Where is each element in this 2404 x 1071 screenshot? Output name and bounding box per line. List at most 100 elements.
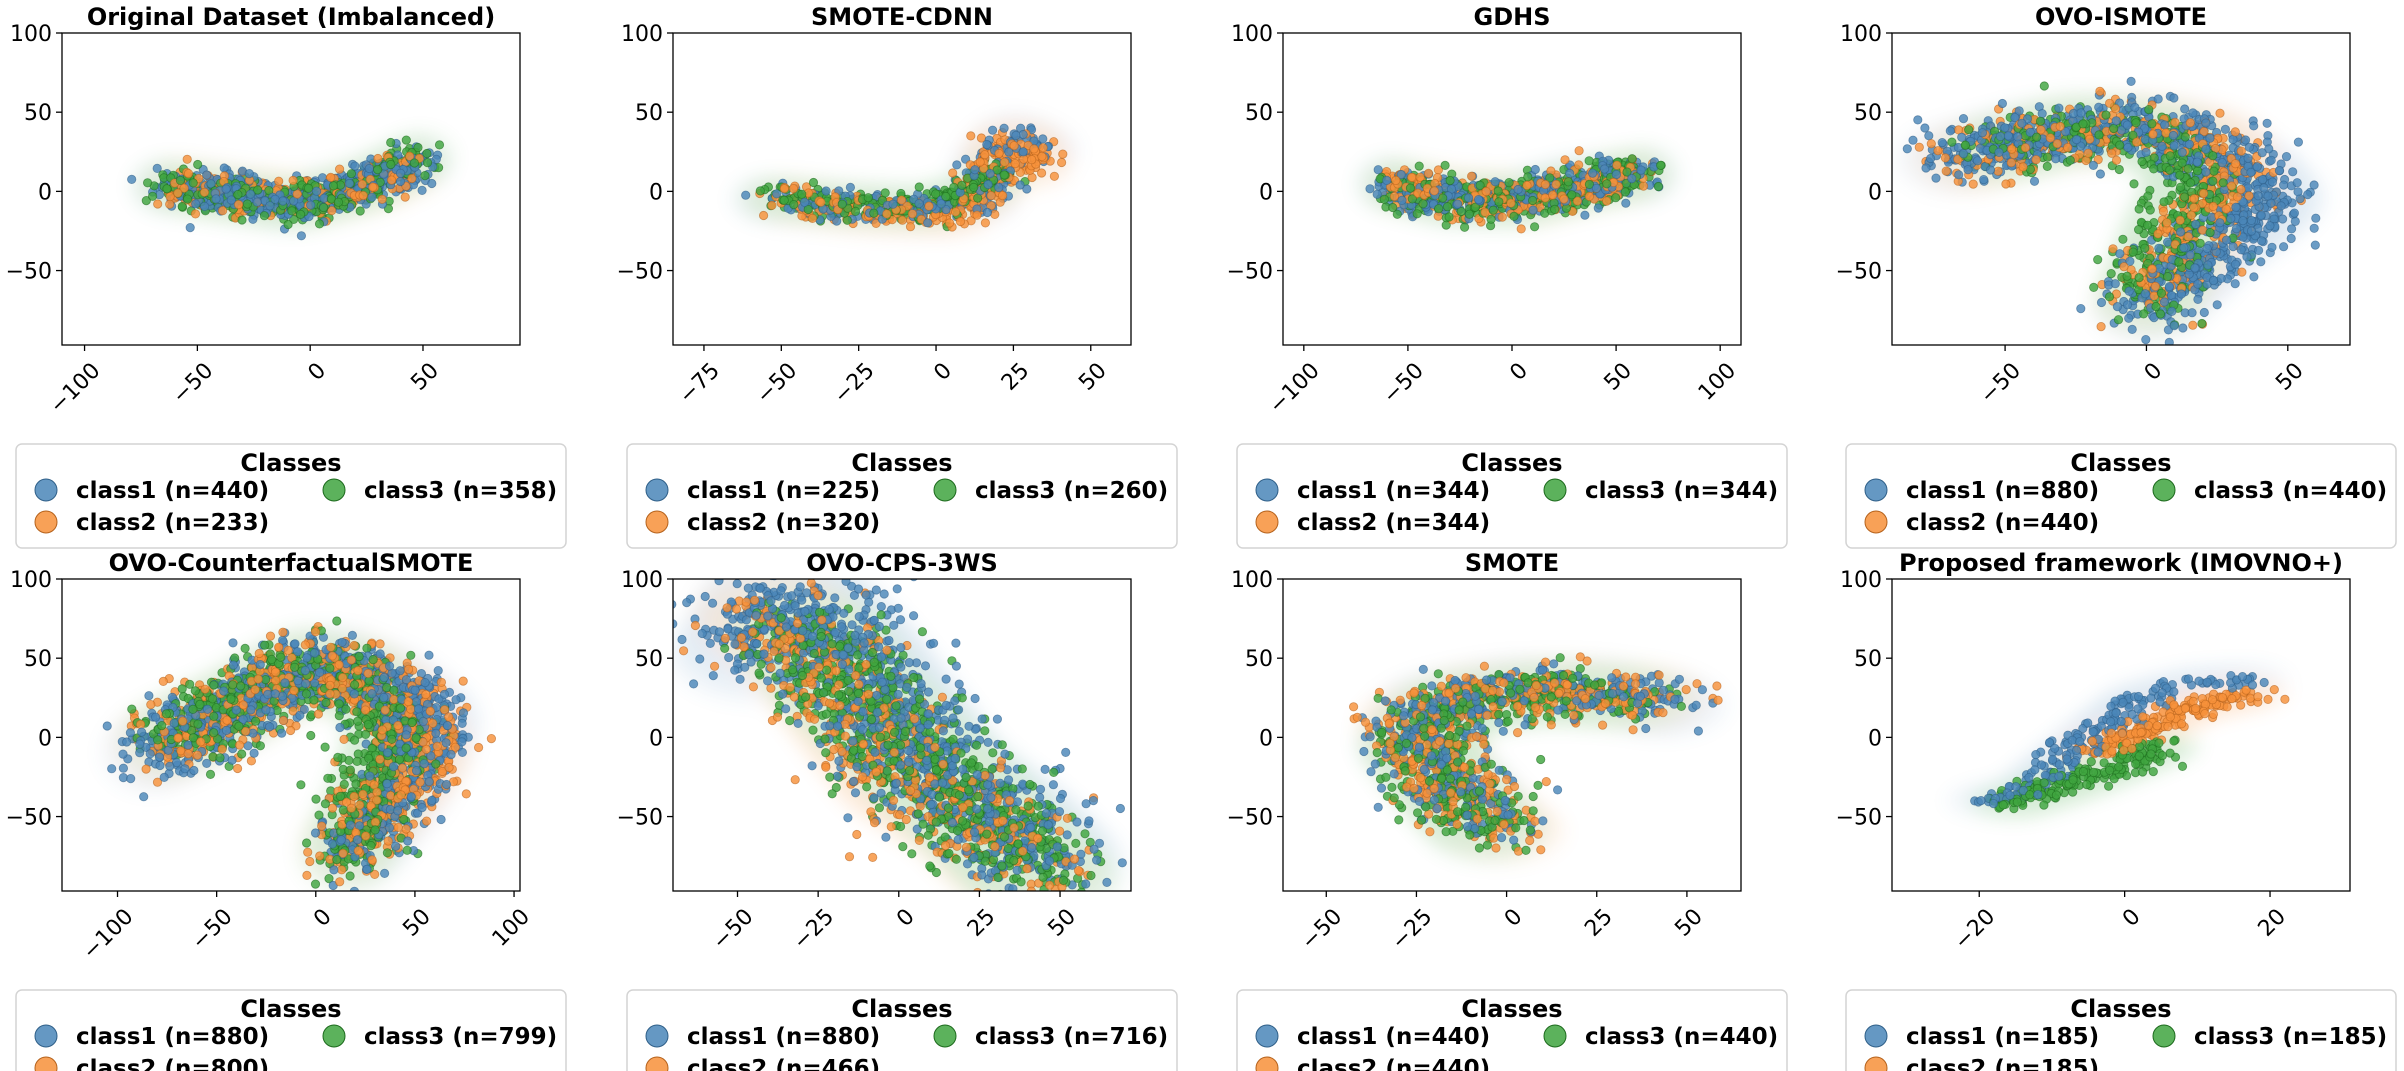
data-point-class2 xyxy=(288,175,298,185)
data-point-class3 xyxy=(789,200,799,210)
legend-entry-class2: class2 (n=320) xyxy=(687,510,880,536)
data-point-class2 xyxy=(1057,157,1067,168)
data-point-class2 xyxy=(905,222,916,232)
data-point-class3 xyxy=(1464,209,1475,219)
data-point-class2 xyxy=(779,184,790,194)
points xyxy=(127,135,445,241)
data-point-class2 xyxy=(944,218,955,228)
data-point-class1 xyxy=(2249,272,2259,282)
data-point-class1 xyxy=(2169,321,2179,331)
data-point-class2 xyxy=(386,175,397,185)
panel-title: OVO-ISMOTE xyxy=(2035,3,2207,31)
data-point-class1 xyxy=(306,200,316,210)
data-point-class2 xyxy=(1027,155,1037,165)
data-point-class1 xyxy=(311,186,322,196)
data-point-class3 xyxy=(1530,222,1540,232)
y-tick-label: 0 xyxy=(649,180,663,205)
panel-title: GDHS xyxy=(1474,3,1551,31)
data-point-class3 xyxy=(999,170,1009,180)
data-point-class2 xyxy=(334,164,345,174)
data-point-class1 xyxy=(1636,165,1646,175)
data-point-class3 xyxy=(2104,292,2115,302)
data-point-class3 xyxy=(141,196,151,206)
data-point-class3 xyxy=(779,195,789,205)
data-point-class3 xyxy=(1486,214,1496,224)
data-point-class1 xyxy=(2154,243,2164,253)
data-point-class3 xyxy=(193,159,203,170)
data-point-class1 xyxy=(2246,215,2256,225)
data-point-class1 xyxy=(1611,169,1622,180)
data-point-class2 xyxy=(2244,191,2254,201)
data-point-class3 xyxy=(2137,156,2147,167)
data-point-class1 xyxy=(772,189,782,199)
data-point-class1 xyxy=(395,176,405,187)
data-point-class1 xyxy=(2288,167,2298,177)
data-point-class1 xyxy=(941,205,951,215)
data-point-class2 xyxy=(948,168,958,178)
x-tick-label: −50 xyxy=(168,358,219,409)
data-point-class1 xyxy=(741,190,751,200)
data-point-class2 xyxy=(994,148,1004,159)
data-point-class2 xyxy=(165,192,175,202)
data-point-class2 xyxy=(407,173,417,184)
data-point-class3 xyxy=(434,140,445,150)
data-point-class1 xyxy=(1957,132,1967,142)
data-point-class1 xyxy=(1588,168,1598,178)
y-tick-label: 50 xyxy=(24,101,52,126)
data-point-class3 xyxy=(1475,180,1485,190)
data-point-class2 xyxy=(2111,155,2122,165)
data-point-class2 xyxy=(1638,181,1649,191)
data-point-class2 xyxy=(2096,321,2106,332)
data-point-class1 xyxy=(1011,130,1021,140)
legend-marker-class2 xyxy=(34,510,58,534)
y-tick-label: 100 xyxy=(1231,22,1273,47)
data-point-class1 xyxy=(417,185,427,195)
data-point-class2 xyxy=(368,182,378,192)
data-point-class1 xyxy=(1396,170,1406,180)
legend-box xyxy=(1236,443,1788,549)
x-tick-label: 0 xyxy=(1505,358,1533,386)
data-point-class1 xyxy=(2220,124,2230,134)
data-point-class2 xyxy=(975,157,985,167)
data-point-class3 xyxy=(957,180,967,190)
data-point-class1 xyxy=(2254,245,2264,255)
data-point-class2 xyxy=(807,213,818,223)
data-point-class1 xyxy=(278,196,288,206)
data-point-class3 xyxy=(1456,206,1466,217)
legend-entry-class1: class1 (n=440) xyxy=(76,478,269,504)
data-point-class3 xyxy=(2089,282,2099,292)
data-point-class3 xyxy=(242,199,252,209)
data-point-class3 xyxy=(931,189,941,199)
data-point-class3 xyxy=(2106,268,2116,279)
data-point-class2 xyxy=(2158,206,2169,216)
data-point-class1 xyxy=(799,197,810,207)
data-point-class3 xyxy=(1523,172,1533,182)
x-tick-label: 50 xyxy=(407,358,444,395)
data-point-class1 xyxy=(2311,213,2321,223)
panel-title: Original Dataset (Imbalanced) xyxy=(87,3,495,31)
data-point-class1 xyxy=(2199,307,2209,318)
data-point-class1 xyxy=(1530,164,1540,175)
data-point-class2 xyxy=(1029,144,1039,154)
data-point-class1 xyxy=(191,199,201,209)
data-point-class3 xyxy=(295,209,306,219)
data-point-class2 xyxy=(234,200,244,210)
axes-frame xyxy=(672,32,1132,346)
data-point-class1 xyxy=(1599,164,1610,174)
data-point-class1 xyxy=(2249,121,2259,131)
data-point-class3 xyxy=(1434,204,1444,214)
data-point-class2 xyxy=(788,184,799,194)
data-point-class1 xyxy=(2303,190,2313,200)
data-point-class1 xyxy=(983,179,993,190)
data-point-class2 xyxy=(1389,191,1400,202)
data-point-class1 xyxy=(1627,174,1637,184)
data-point-class2 xyxy=(190,209,201,219)
data-point-class1 xyxy=(2187,308,2197,318)
data-point-class2 xyxy=(1602,196,1612,206)
data-point-class2 xyxy=(218,206,228,216)
data-point-class1 xyxy=(2088,160,2098,170)
data-point-class3 xyxy=(303,183,314,193)
data-point-class1 xyxy=(1490,177,1500,187)
data-point-class2 xyxy=(1480,207,1490,217)
